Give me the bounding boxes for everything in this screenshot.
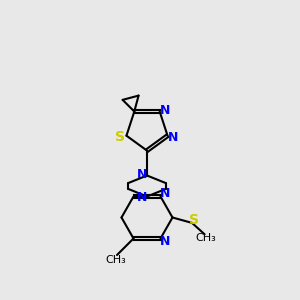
Text: N: N bbox=[160, 187, 170, 200]
Text: S: S bbox=[116, 130, 125, 144]
Text: CH₃: CH₃ bbox=[196, 233, 217, 243]
Text: S: S bbox=[189, 214, 199, 227]
Text: N: N bbox=[160, 235, 170, 248]
Text: N: N bbox=[168, 131, 178, 144]
Text: N: N bbox=[160, 103, 170, 116]
Text: N: N bbox=[136, 168, 147, 181]
Text: CH₃: CH₃ bbox=[105, 255, 126, 265]
Text: N: N bbox=[136, 191, 147, 204]
